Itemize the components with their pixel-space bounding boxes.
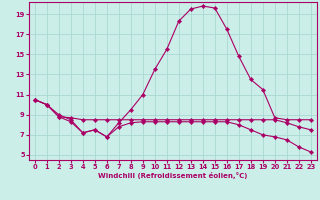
X-axis label: Windchill (Refroidissement éolien,°C): Windchill (Refroidissement éolien,°C) xyxy=(98,172,247,179)
